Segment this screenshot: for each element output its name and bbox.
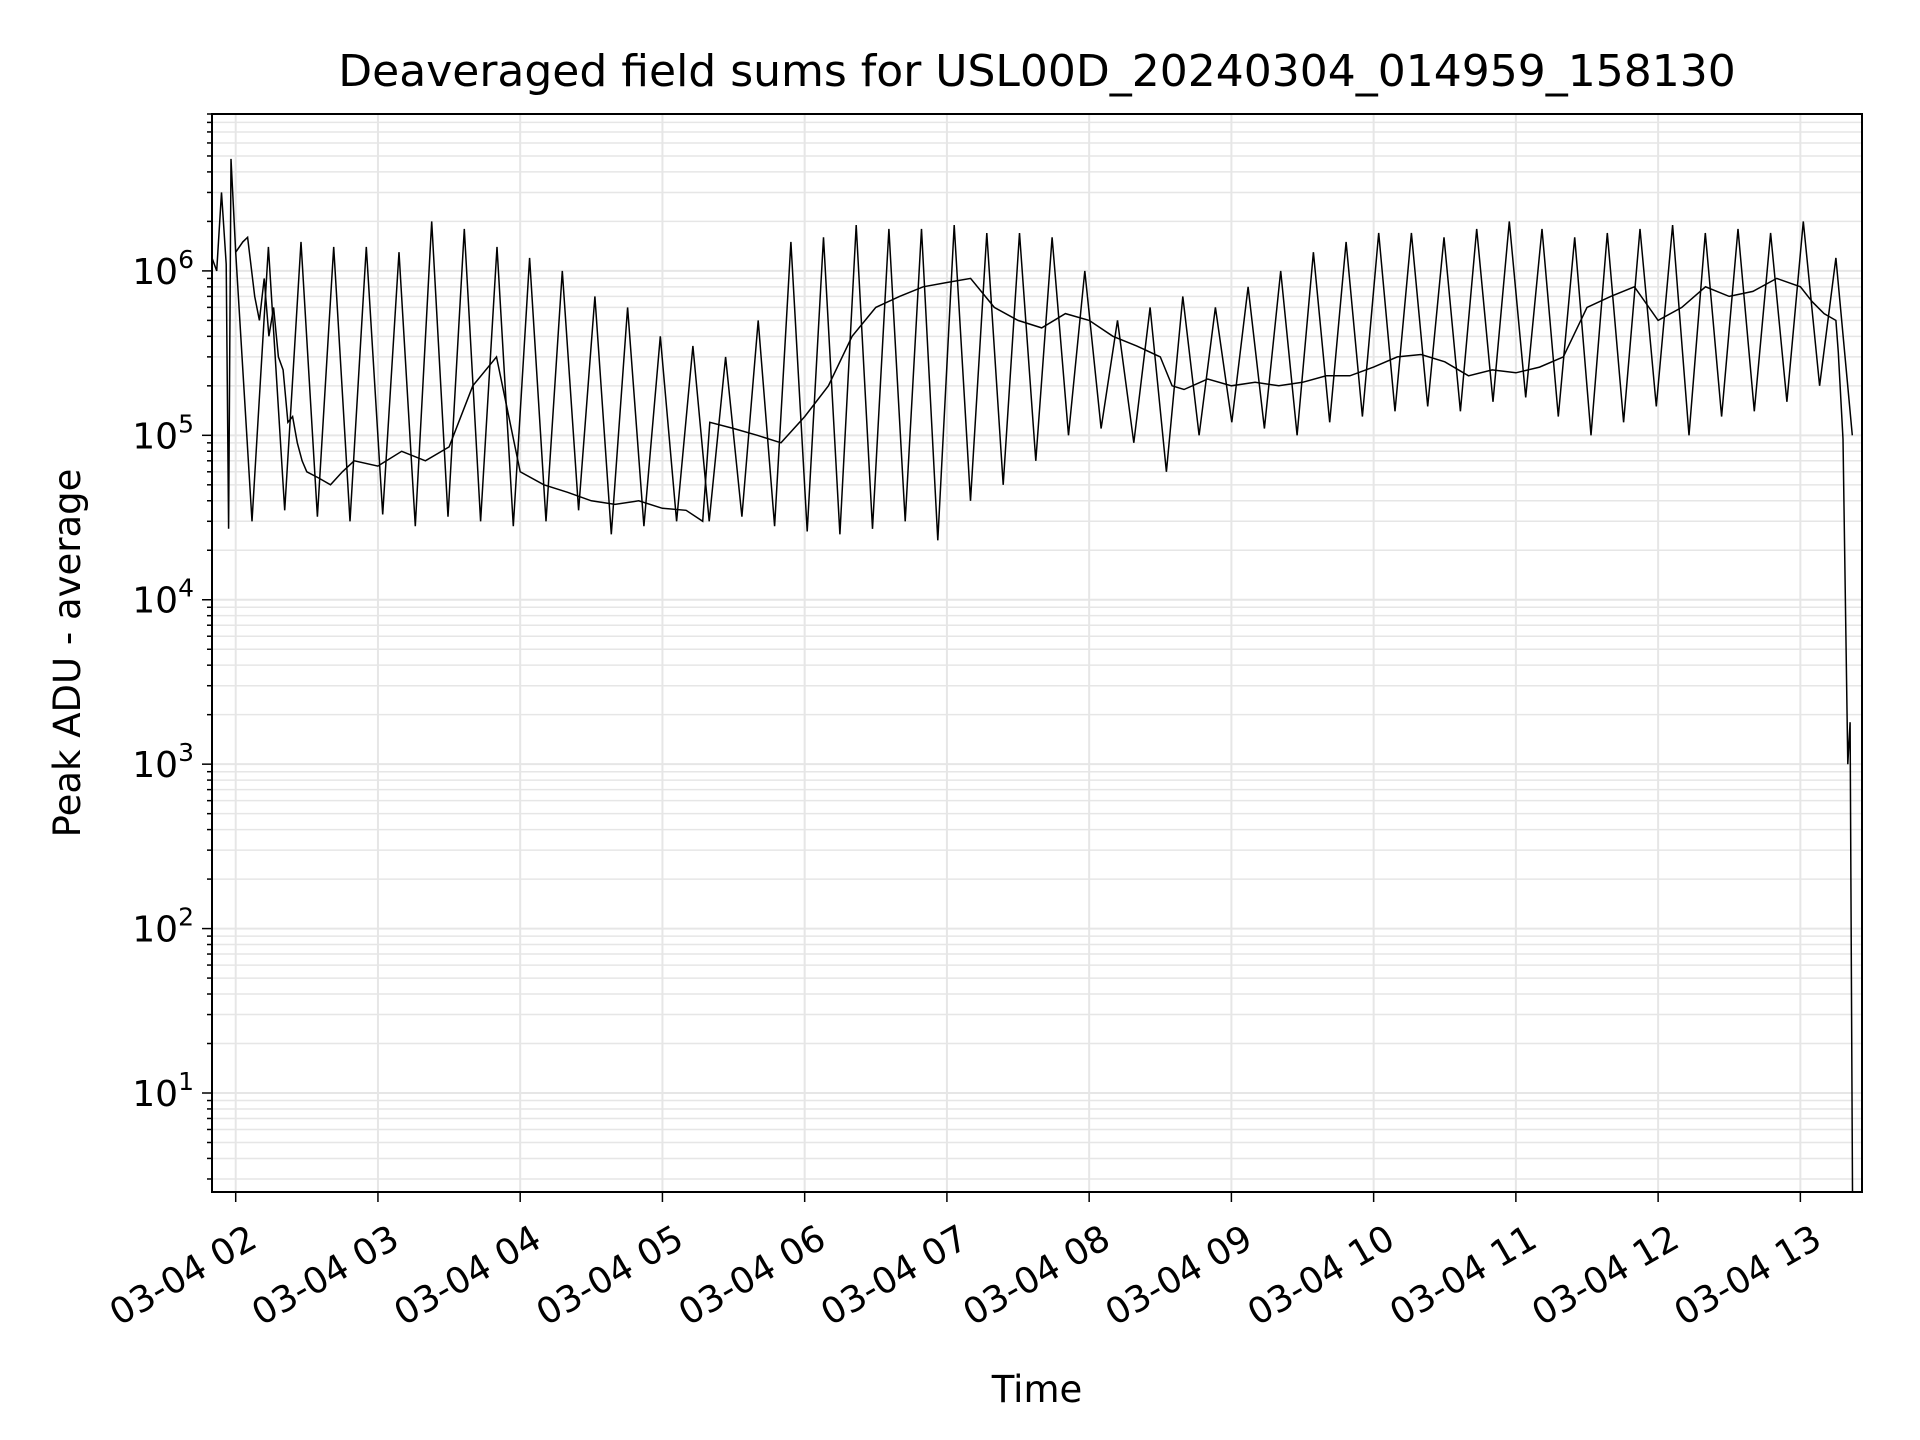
series-spike-envelope [234,221,1854,541]
y-tick-label: 105 [132,409,194,457]
y-axis: 101 102 103 104 105 106 [132,113,212,1180]
plot-frame [211,113,1863,1193]
y-tick-label: 101 [132,1067,194,1115]
y-tick-label: 103 [132,738,194,786]
series-layer [211,158,1854,1193]
y-tick-label: 104 [132,574,194,622]
y-axis-label: Peak ADU - average [46,469,89,838]
y-tick-label: 102 [132,903,194,951]
y-tick-label: 106 [132,245,194,293]
x-axis-label: Time [991,1368,1083,1411]
chart-title: Deaveraged field sums for USL00D_2024030… [338,46,1735,97]
series-line [211,158,1854,1193]
